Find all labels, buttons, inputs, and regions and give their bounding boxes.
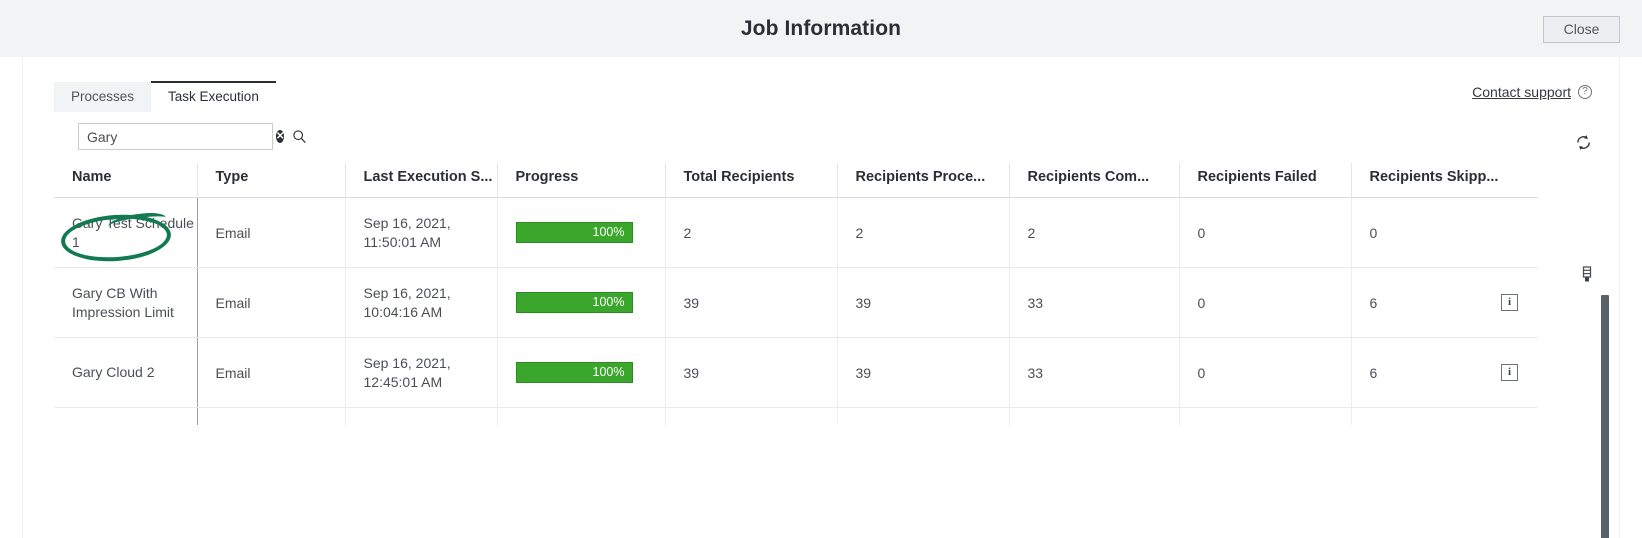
cell-recipients-processed: 0 (837, 407, 1010, 425)
cell-recipients-skipped: 6 i (1351, 267, 1538, 338)
cell-last-execution: Sep 16, 2021, 10:04:16 AM (345, 267, 498, 338)
question-circle-icon[interactable]: ? (1578, 85, 1592, 99)
cell-progress: 100% (497, 407, 666, 425)
cell-total-recipients: 39 (665, 267, 838, 338)
cell-recipients-processed: 39 (837, 337, 1010, 408)
row-skipped-text: 6 (1369, 364, 1378, 381)
cell-name: Gary Cloud 2 (54, 337, 198, 408)
magnifier-icon[interactable] (292, 129, 307, 144)
cell-type: Email (197, 407, 346, 425)
clear-circle-icon[interactable]: ✕ (276, 130, 285, 143)
cell-recipients-skipped: 0 (1351, 407, 1538, 425)
cell-recipients-processed: 2 (837, 197, 1010, 268)
cell-recipients-skipped: 6 i (1351, 337, 1538, 408)
cell-recipients-processed: 39 (837, 267, 1010, 338)
cell-name: Gary CB With Impression Limit (54, 267, 198, 338)
info-icon[interactable]: i (1501, 293, 1518, 311)
column-chooser-icon[interactable] (1581, 265, 1593, 290)
progress-bar: 100% (515, 362, 633, 383)
task-execution-table-area: Name Type Last Execution S... Progress T… (23, 163, 1619, 425)
cell-type: Email (197, 337, 346, 408)
cell-recipients-failed: 0 (1179, 197, 1352, 268)
tab-list: Processes Task Execution (54, 81, 1619, 112)
cell-recipients-failed: 0 (1179, 267, 1352, 338)
job-information-panel: Processes Task Execution Contact support… (22, 57, 1620, 538)
cell-recipients-completed: 0 (1009, 407, 1180, 425)
search-row: ✕ (23, 111, 1619, 163)
cell-recipients-failed: 0 (1179, 407, 1352, 425)
cell-recipients-failed: 0 (1179, 337, 1352, 408)
column-header-recipients-completed[interactable]: Recipients Com... (1009, 163, 1180, 198)
table-body: Gary Test Schedule 1 Email Sep 16, 2021,… (54, 197, 1538, 426)
row-name-text: Gary Test Schedule 1 (72, 214, 194, 250)
column-header-last-execution-status[interactable]: Last Execution S... (345, 163, 498, 198)
dialog-title-bar: Job Information Close (0, 0, 1642, 57)
search-box[interactable]: ✕ (78, 123, 307, 150)
progress-bar: 100% (515, 292, 633, 313)
cell-recipients-completed: 33 (1009, 267, 1180, 338)
column-header-type[interactable]: Type (197, 163, 346, 198)
task-execution-table: Name Type Last Execution S... Progress T… (54, 163, 1538, 425)
table-row[interactable]: Gary Test Schedule 12 Email Sep 15, 2021… (54, 407, 1538, 426)
page-title: Job Information (740, 16, 902, 40)
progress-bar: 100% (515, 222, 633, 243)
cell-recipients-completed: 33 (1009, 337, 1180, 408)
refresh-icon[interactable] (1574, 133, 1593, 152)
progress-label: 100% (592, 295, 625, 309)
row-name-text: Gary Cloud 2 (72, 364, 155, 380)
cell-last-execution: Sep 16, 2021, 11:50:01 AM (345, 197, 498, 268)
cell-total-recipients: 2 (665, 197, 838, 268)
cell-recipients-skipped: 0 (1351, 197, 1538, 268)
progress-label: 100% (592, 365, 625, 379)
column-header-recipients-skipped[interactable]: Recipients Skipp... (1351, 163, 1538, 198)
cell-total-recipients: 39 (665, 337, 838, 408)
cell-progress: 100% (497, 337, 666, 408)
cell-name: Gary Test Schedule 12 (54, 407, 198, 426)
row-last-execution-text: Sep 15, 2021, 6:00:02 PM (364, 424, 497, 426)
row-name-text: Gary Test Schedule 12 (72, 424, 197, 426)
cell-progress: 100% (497, 267, 666, 338)
column-header-recipients-processed[interactable]: Recipients Proce... (837, 163, 1010, 198)
table-row[interactable]: Gary Test Schedule 1 Email Sep 16, 2021,… (54, 197, 1538, 268)
row-last-execution-text: Sep 16, 2021, 11:50:01 AM (363, 214, 451, 250)
contact-support[interactable]: Contact support ? (1472, 84, 1592, 100)
column-header-recipients-failed[interactable]: Recipients Failed (1179, 163, 1352, 198)
cell-name: Gary Test Schedule 1 (54, 197, 198, 268)
progress-label: 100% (592, 225, 625, 239)
info-icon[interactable]: i (1501, 363, 1518, 381)
vertical-scrollbar[interactable] (1601, 295, 1609, 538)
close-button[interactable]: Close (1543, 16, 1620, 43)
contact-support-label[interactable]: Contact support (1472, 84, 1571, 100)
search-wrapper: ✕ (78, 123, 307, 150)
tab-processes[interactable]: Processes (54, 82, 152, 112)
tab-task-execution[interactable]: Task Execution (151, 81, 276, 112)
scrollbar-thumb[interactable] (1601, 295, 1609, 538)
cell-type: Email (197, 267, 346, 338)
cell-last-execution: Sep 15, 2021, 6:00:02 PM (345, 407, 498, 426)
column-header-total-recipients[interactable]: Total Recipients (665, 163, 838, 198)
table-header-row: Name Type Last Execution S... Progress T… (54, 163, 1538, 198)
search-input[interactable] (79, 124, 276, 149)
cell-total-recipients: 0 (665, 407, 838, 425)
table-row[interactable]: Gary Cloud 2 Email Sep 16, 2021, 12:45:0… (54, 337, 1538, 408)
cell-recipients-completed: 2 (1009, 197, 1180, 268)
row-name-text: Gary CB With Impression Limit (72, 284, 174, 320)
column-header-progress[interactable]: Progress (497, 163, 666, 198)
row-last-execution-text: Sep 16, 2021, 10:04:16 AM (363, 284, 451, 320)
table-scroll-viewport[interactable]: Name Type Last Execution S... Progress T… (54, 163, 1588, 425)
cell-progress: 100% (497, 197, 666, 268)
cell-last-execution: Sep 16, 2021, 12:45:01 AM (345, 337, 498, 408)
row-last-execution-text: Sep 16, 2021, 12:45:01 AM (363, 354, 451, 390)
row-skipped-text: 6 (1369, 294, 1378, 311)
table-row[interactable]: Gary CB With Impression Limit Email Sep … (54, 267, 1538, 338)
tabs-row: Processes Task Execution Contact support… (23, 57, 1619, 112)
row-skipped-text: 0 (1369, 224, 1378, 241)
column-header-name[interactable]: Name (54, 163, 198, 198)
cell-type: Email (197, 197, 346, 268)
